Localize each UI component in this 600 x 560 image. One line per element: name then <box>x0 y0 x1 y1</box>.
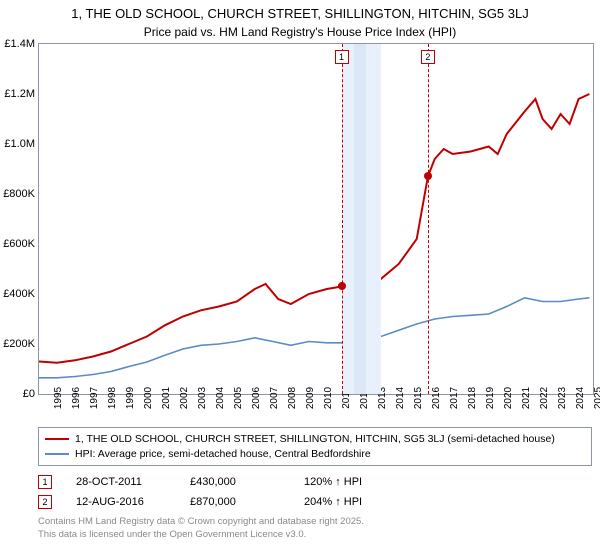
event-marker-box: 1 <box>335 50 349 64</box>
highlight-band <box>366 44 380 394</box>
legend-swatch <box>45 453 69 455</box>
annotation-pct: 204% ↑ HPI <box>304 496 362 508</box>
annotation-number: 2 <box>38 495 52 509</box>
x-tick-label: 2025 <box>579 387 600 409</box>
y-tick-label: £600K <box>3 238 35 250</box>
annotation-date: 12-AUG-2016 <box>76 496 166 508</box>
chart-container: 1, THE OLD SCHOOL, CHURCH STREET, SHILLI… <box>0 0 600 560</box>
legend-swatch <box>45 438 69 440</box>
y-tick-label: £400K <box>3 288 35 300</box>
annotation-price: £870,000 <box>190 496 280 508</box>
y-tick-label: £800K <box>3 188 35 200</box>
event-vline <box>342 44 343 394</box>
legend-label: 1, THE OLD SCHOOL, CHURCH STREET, SHILLI… <box>75 432 555 447</box>
y-tick-label: £1.2M <box>4 88 35 100</box>
footer-line: This data is licensed under the Open Gov… <box>38 529 592 541</box>
annotation-pct: 120% ↑ HPI <box>304 476 362 488</box>
legend: 1, THE OLD SCHOOL, CHURCH STREET, SHILLI… <box>38 427 592 466</box>
annotation-row: 2 12-AUG-2016 £870,000 204% ↑ HPI <box>38 492 592 512</box>
y-tick-label: £1.4M <box>4 38 35 50</box>
highlight-band <box>342 44 354 394</box>
plot-area: £0£200K£400K£600K£800K£1.0M£1.2M£1.4M199… <box>38 43 594 395</box>
footer-line: Contains HM Land Registry data © Crown c… <box>38 516 592 528</box>
y-tick-label: £0 <box>23 388 35 400</box>
annotation-row: 1 28-OCT-2011 £430,000 120% ↑ HPI <box>38 472 592 492</box>
event-marker-box: 2 <box>421 50 435 64</box>
sale-marker <box>338 282 346 290</box>
chart-subtitle: Price paid vs. HM Land Registry's House … <box>0 25 600 43</box>
annotation-date: 28-OCT-2011 <box>76 476 166 488</box>
event-vline <box>428 44 429 394</box>
legend-item: 1, THE OLD SCHOOL, CHURCH STREET, SHILLI… <box>45 432 585 447</box>
highlight-band <box>354 44 367 394</box>
annotation-price: £430,000 <box>190 476 280 488</box>
legend-label: HPI: Average price, semi-detached house,… <box>75 447 371 462</box>
legend-item: HPI: Average price, semi-detached house,… <box>45 447 585 462</box>
legend-box: 1, THE OLD SCHOOL, CHURCH STREET, SHILLI… <box>38 427 592 466</box>
line-series-svg <box>39 44 593 394</box>
chart-title: 1, THE OLD SCHOOL, CHURCH STREET, SHILLI… <box>0 0 600 25</box>
annotation-number: 1 <box>38 475 52 489</box>
y-tick-label: £200K <box>3 338 35 350</box>
annotation-table: 1 28-OCT-2011 £430,000 120% ↑ HPI 2 12-A… <box>38 472 592 512</box>
footer: Contains HM Land Registry data © Crown c… <box>38 516 592 541</box>
sale-marker <box>424 172 432 180</box>
y-tick-label: £1.0M <box>4 138 35 150</box>
